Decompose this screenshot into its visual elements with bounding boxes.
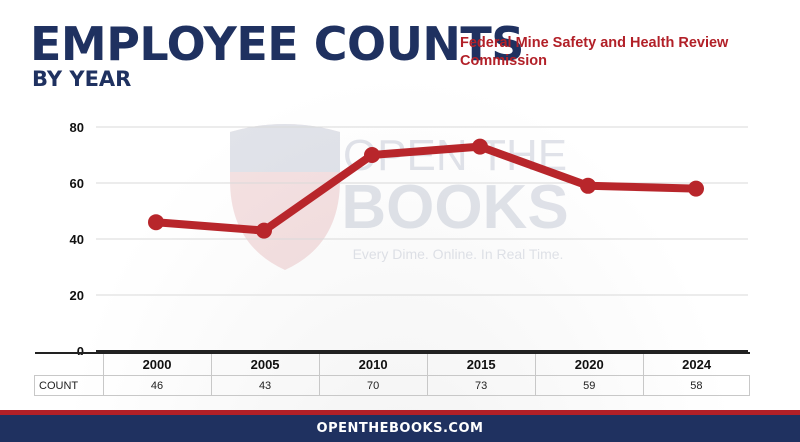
table-value-2010: 70 <box>318 375 428 396</box>
table-corner <box>34 352 103 376</box>
table-header-row: 2000 2005 2010 2015 2020 2024 <box>34 352 750 376</box>
watermark-logo: OPEN THE BOOKS Every Dime. Online. In Re… <box>230 124 569 270</box>
watermark-shield-top <box>230 124 340 172</box>
chart-title: EMPLOYEE COUNTS <box>30 17 524 71</box>
y-tick-label-60: 60 <box>70 176 84 191</box>
table-header-2024: 2024 <box>642 352 750 376</box>
table-value-2024: 58 <box>642 375 751 396</box>
data-point-2020 <box>580 177 596 194</box>
watermark-line2: BOOKS <box>341 173 568 242</box>
data-point-2000 <box>148 214 164 231</box>
data-point-2010 <box>364 147 380 163</box>
table-value-2015: 73 <box>426 375 536 396</box>
watermark-tagline: Every Dime. Online. In Real Time. <box>353 246 564 262</box>
y-tick-label-40: 40 <box>70 232 84 247</box>
chart-subtitle: BY YEAR <box>32 67 132 91</box>
table-header-2015: 2015 <box>426 352 536 376</box>
data-point-2005 <box>256 222 272 239</box>
line-chart: OPEN THE BOOKS Every Dime. Online. In Re… <box>70 120 748 355</box>
y-tick-label-80: 80 <box>70 120 84 135</box>
data-point-2024 <box>688 180 704 197</box>
table-header-2010: 2010 <box>318 352 428 376</box>
footer-bar: OPENTHEBOOKS.COM <box>0 415 800 442</box>
data-point-2015 <box>472 138 488 155</box>
background <box>0 0 800 410</box>
y-tick-label-0: 0 <box>77 344 84 355</box>
table-header-2005: 2005 <box>210 352 320 376</box>
data-table: 2000 2005 2010 2015 2020 2024 COUNT 46 43 70 73 5… <box>34 352 751 396</box>
footer-url[interactable]: OPENTHEBOOKS.COM <box>316 421 484 436</box>
y-tick-label-20: 20 <box>70 288 84 303</box>
table-value-2000: 46 <box>102 375 212 396</box>
footer-stripe <box>0 410 800 415</box>
table-value-row: COUNT 46 43 70 73 59 58 <box>34 375 751 396</box>
table-row-label: COUNT <box>34 375 104 396</box>
table-value-2005: 43 <box>210 375 320 396</box>
table-header-2020: 2020 <box>534 352 644 376</box>
table-header-2000: 2000 <box>102 352 212 376</box>
series-line <box>152 142 700 235</box>
table-value-2020: 59 <box>534 375 644 396</box>
agency-name: Federal Mine Safety and Health Review Co… <box>460 35 729 69</box>
